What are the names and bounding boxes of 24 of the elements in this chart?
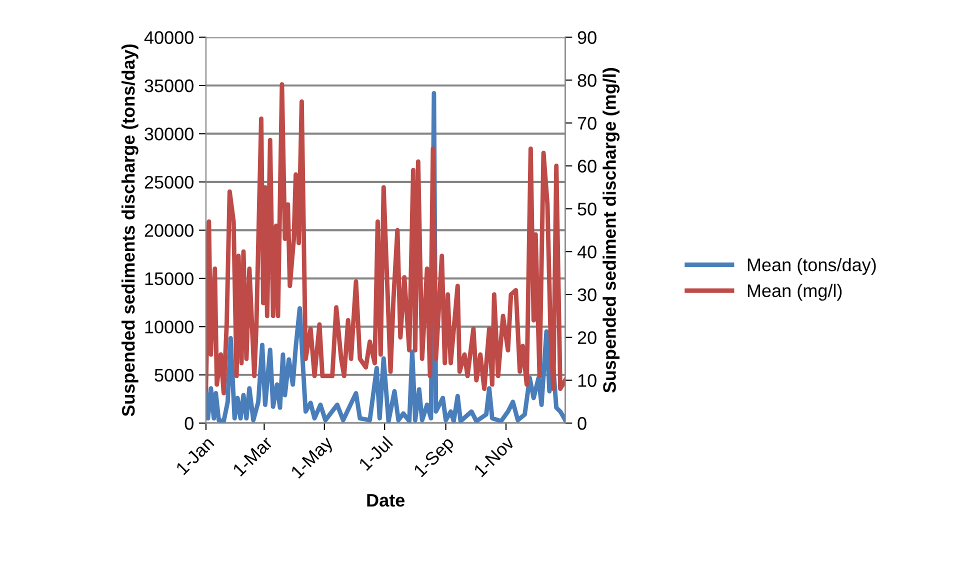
y2-tick-label: 80 (578, 74, 596, 87)
legend-label: Mean (tons/day) (748, 258, 876, 275)
y2-tick-label: 60 (578, 160, 596, 173)
y-tick-label: 0 (184, 417, 194, 430)
y-axis-title: Suspended sediments discharge (tons/day) (121, 44, 138, 416)
y2-tick-label: 90 (578, 31, 596, 44)
y-tick-label: 5000 (154, 368, 194, 382)
y-tick-label: 35000 (144, 79, 194, 92)
y-tick-label: 15000 (145, 272, 194, 286)
y2-tick-label: 10 (578, 374, 596, 387)
y-tick-label: 30000 (144, 128, 194, 140)
y-tick-label: 20000 (144, 224, 194, 237)
y2-tick-label: 30 (578, 288, 596, 302)
y2-axis-title: Suspended sediment discharge (mg/l) (602, 68, 620, 393)
y-tick-label: 10000 (145, 320, 194, 334)
y-tick-label: 40000 (144, 31, 194, 44)
x-axis-title: Date (367, 494, 405, 507)
y-tick-label: 25000 (144, 176, 194, 189)
y2-tick-label: 70 (578, 116, 596, 130)
y2-tick-label: 40 (577, 246, 596, 258)
y2-tick-label: 0 (578, 417, 586, 430)
legend-label: Mean (mg/l) (748, 284, 842, 301)
y2-tick-label: 20 (578, 331, 596, 344)
y2-tick-label: 50 (578, 202, 596, 216)
